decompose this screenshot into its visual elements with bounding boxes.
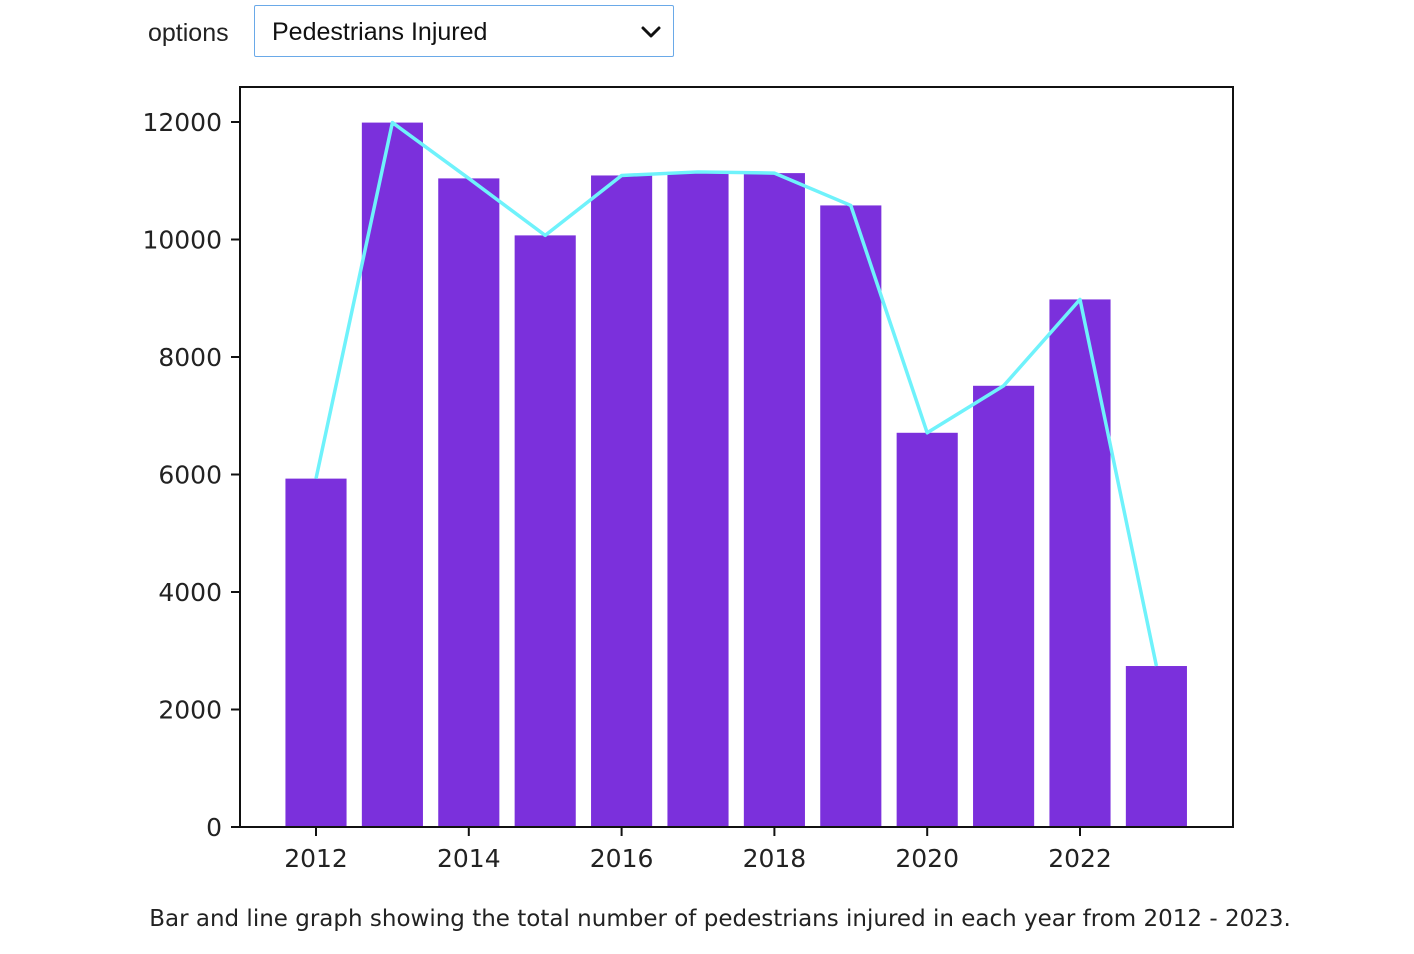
bar-series xyxy=(285,122,1187,828)
y-tick-label: 2000 xyxy=(158,696,222,725)
options-label: options xyxy=(148,19,229,47)
y-tick-label: 6000 xyxy=(158,461,222,490)
x-tick-label: 2020 xyxy=(895,844,959,873)
controls-bar: options Pedestrians Injured xyxy=(0,0,1414,66)
x-tick-label: 2012 xyxy=(284,844,348,873)
bar-2018 xyxy=(743,173,805,828)
bar-2021 xyxy=(973,385,1035,827)
bar-2019 xyxy=(820,205,882,828)
x-axis: 2012 2014 2016 2018 2020 2022 xyxy=(284,827,1112,873)
y-tick-label: 12000 xyxy=(142,108,222,137)
y-tick-label: 8000 xyxy=(158,343,222,372)
bar-2023 xyxy=(1125,666,1187,827)
y-tick-label: 0 xyxy=(206,813,222,842)
plot-area-frame xyxy=(239,86,1234,828)
chevron-down-icon[interactable] xyxy=(639,20,663,44)
bar-2020 xyxy=(896,432,958,827)
bar-2016 xyxy=(591,175,653,827)
bar-2012 xyxy=(285,478,347,827)
bar-2014 xyxy=(438,178,500,827)
y-axis: 0 2000 4000 6000 8000 10000 12000 xyxy=(142,108,240,842)
x-tick-label: 2014 xyxy=(437,844,501,873)
y-tick-label: 10000 xyxy=(142,226,222,255)
bar-2015 xyxy=(514,235,576,827)
bar-2022 xyxy=(1049,299,1111,827)
chart-caption: Bar and line graph showing the total num… xyxy=(149,906,1291,932)
bar-2017 xyxy=(667,171,729,827)
y-tick-label: 4000 xyxy=(158,578,222,607)
bar-line-chart: 0 2000 4000 6000 8000 10000 12000 2012 2014 2016… xyxy=(142,86,1234,873)
trend-line xyxy=(314,120,1159,667)
bar-2013 xyxy=(361,122,423,827)
line-series xyxy=(314,120,1159,667)
x-tick-label: 2022 xyxy=(1048,844,1112,873)
x-tick-label: 2018 xyxy=(743,844,807,873)
options-select[interactable]: Pedestrians Injured xyxy=(254,5,674,57)
x-tick-label: 2016 xyxy=(590,844,654,873)
options-select-value: Pedestrians Injured xyxy=(272,18,488,46)
